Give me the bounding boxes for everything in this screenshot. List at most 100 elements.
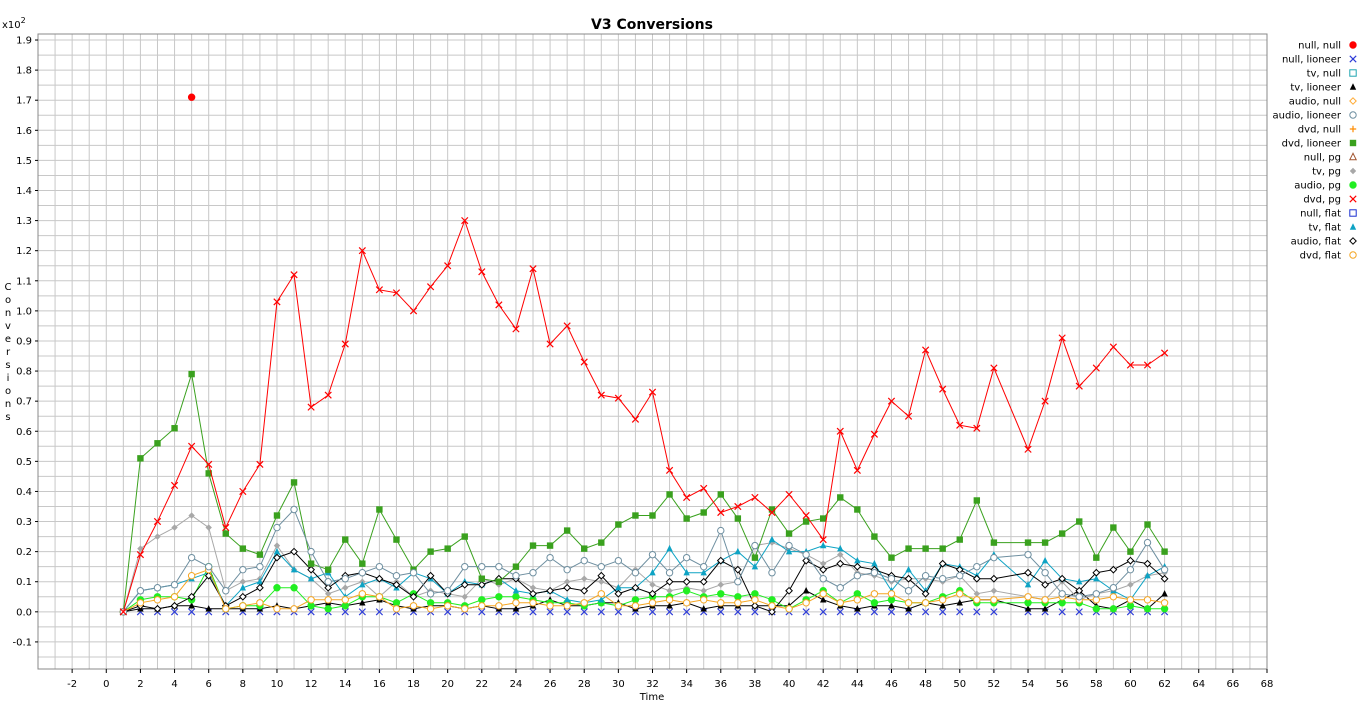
data-point-audio-flat (546, 586, 554, 595)
data-point-dvd-lioneer (973, 497, 981, 504)
data-point-dvd-lioneer (461, 533, 468, 540)
data-point-dvd-flat (1109, 593, 1118, 601)
data-point-tv-lioneer (359, 599, 366, 606)
data-point-audio-lioneer (204, 562, 213, 571)
data-point-dvd-pg (921, 346, 930, 354)
data-point-dvd-pg (631, 415, 640, 423)
legend-label: dvd, flat (1300, 251, 1341, 262)
data-point-dvd-lioneer (922, 545, 929, 552)
data-point-dvd-flat (409, 602, 418, 610)
data-point-dvd-pg (853, 466, 861, 474)
data-point-dvd-flat (870, 590, 879, 598)
data-point-audio-lioneer (1041, 568, 1049, 577)
y-axis-ticks: -0.1 0.0 0.1 0.2 0.3 0.4 0.5 0.6 0.7 0.8 0.9 1.0 1.1… (12, 36, 38, 648)
data-point-audio-pg (495, 593, 503, 601)
series-layer (119, 93, 1169, 616)
legend-item-dvd-flat[interactable]: dvd, flat (1300, 251, 1357, 262)
data-point-audio-flat (631, 583, 640, 592)
data-point-null-lioneer (188, 608, 196, 616)
legend-label: null, lioneer (1282, 55, 1342, 66)
legend-item-tv-null[interactable]: tv, null (1307, 69, 1357, 80)
data-point-dvd-flat (170, 593, 179, 601)
data-point-audio-flat (529, 589, 537, 598)
data-point-tv-pg (188, 512, 195, 519)
legend-item-null-flat[interactable]: null, flat (1300, 209, 1357, 220)
legend-label: null, null (1298, 41, 1341, 52)
data-point-audio-lioneer (631, 568, 640, 577)
x-tick-label: 28 (578, 679, 591, 690)
data-point-audio-flat (904, 574, 913, 583)
legend-item-tv-flat[interactable]: tv, flat (1308, 223, 1357, 234)
legend-item-audio-lioneer[interactable]: audio, lioneer (1273, 111, 1357, 122)
data-point-dvd-lioneer (615, 521, 622, 528)
data-point-tv-pg (239, 578, 247, 585)
data-point-dvd-lioneer (871, 533, 878, 540)
data-point-dvd-lioneer (837, 494, 844, 501)
data-point-null-lioneer (973, 608, 981, 616)
legend-item-tv-lioneer[interactable]: tv, lioneer (1290, 83, 1357, 94)
legend-item-null-null[interactable]: null, null (1298, 41, 1357, 52)
data-point-null-lioneer (802, 608, 810, 616)
legend-item-dvd-lioneer[interactable]: dvd, lioneer (1282, 139, 1357, 150)
legend-marker (1349, 223, 1357, 230)
data-point-dvd-pg (136, 551, 145, 559)
data-point-dvd-lioneer (205, 470, 212, 477)
y-tick-label: 0.0 (16, 607, 32, 618)
y-tick-label: 1.5 (16, 156, 32, 167)
data-point-dvd-lioneer (1024, 539, 1032, 546)
data-point-dvd-pg (614, 394, 622, 402)
legend-marker (1349, 125, 1357, 133)
data-point-tv-flat (666, 544, 673, 552)
x-tick-label: 26 (544, 679, 557, 690)
legend-item-dvd-null[interactable]: dvd, null (1298, 125, 1357, 136)
data-point-audio-pg (734, 593, 742, 601)
data-point-dvd-flat (904, 599, 913, 607)
legend-item-audio-pg[interactable]: audio, pg (1294, 181, 1357, 192)
x-tick-label: 52 (988, 679, 1001, 690)
data-point-dvd-pg (648, 388, 657, 396)
data-point-audio-lioneer (256, 562, 264, 571)
data-point-dvd-flat (1092, 596, 1101, 604)
legend: null, null null, lioneer tv, null tv, lione… (1273, 41, 1358, 262)
legend-marker (1349, 139, 1357, 147)
data-point-audio-pg (512, 593, 520, 601)
data-point-audio-flat (324, 583, 333, 592)
legend-item-audio-null[interactable]: audio, null (1289, 97, 1357, 108)
legend-item-audio-flat[interactable]: audio, flat (1291, 237, 1357, 248)
data-point-dvd-pg (324, 391, 332, 399)
y-tick-label: 0.3 (16, 517, 32, 528)
data-point-null-lioneer (1126, 608, 1135, 616)
legend-item-null-pg[interactable]: null, pg (1304, 152, 1358, 164)
data-point-tv-flat (1093, 575, 1100, 582)
data-point-tv-pg (205, 524, 212, 531)
x-tick-label: -2 (67, 679, 77, 690)
data-point-audio-lioneer (529, 568, 537, 577)
legend-item-null-lioneer[interactable]: null, lioneer (1282, 55, 1357, 66)
data-point-dvd-flat (631, 602, 640, 610)
data-point-audio-flat (580, 586, 589, 595)
y-tick-label: 0.2 (16, 547, 32, 558)
data-point-dvd-pg (256, 460, 264, 468)
data-point-tv-lioneer (666, 602, 673, 609)
legend-item-dvd-pg[interactable]: dvd, pg (1303, 195, 1357, 206)
data-point-tv-flat (768, 535, 776, 543)
data-point-dvd-flat (785, 605, 793, 613)
legend-marker (1349, 167, 1357, 175)
data-point-tv-lioneer (888, 602, 895, 609)
data-point-dvd-flat (990, 596, 998, 604)
data-point-dvd-pg (751, 493, 759, 502)
data-point-dvd-flat (375, 593, 384, 601)
data-point-dvd-lioneer (495, 578, 503, 585)
x-tick-label: 40 (783, 679, 796, 690)
data-point-tv-flat (1024, 581, 1032, 588)
data-point-null-lioneer (563, 608, 571, 616)
data-point-audio-lioneer (921, 572, 930, 580)
legend-item-tv-pg[interactable]: tv, pg (1312, 167, 1357, 178)
data-point-tv-lioneer (939, 602, 946, 609)
data-point-dvd-lioneer (273, 512, 281, 519)
data-point-tv-lioneer (205, 605, 212, 612)
data-point-dvd-flat (222, 605, 230, 613)
data-point-audio-pg (1126, 602, 1135, 610)
